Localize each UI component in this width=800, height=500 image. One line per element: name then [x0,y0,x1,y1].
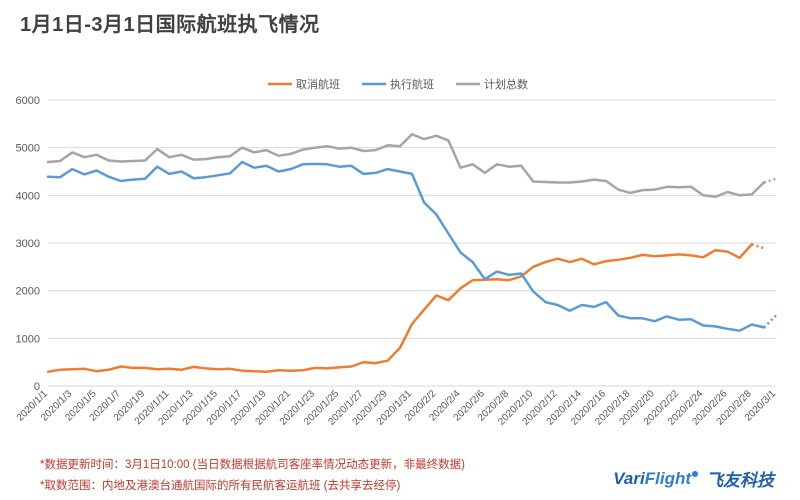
series-line-0 [46,243,753,373]
y-tick-label: 0 [34,381,40,393]
logo-dot-icon [692,470,698,477]
y-tick-label: 5000 [16,143,40,155]
series-line-1 [46,160,766,332]
series-line-2 [46,133,766,199]
legend-label-0: 取消航班 [296,77,340,91]
chart-title: 1月1日-3月1日国际航班执飞情况 [20,14,320,36]
series-forecast-0 [751,243,765,250]
logo-text-en: VariFlight [613,468,691,488]
y-tick-label: 1000 [16,333,40,345]
y-tick-label: 3000 [16,238,40,250]
y-tick-label: 6000 [16,95,40,107]
footnote-update-time: *数据更新时间：3月1日10:00 (当日数据根据航司客座率情况动态更新，非最终… [40,459,465,471]
y-tick-label: 2000 [16,286,40,298]
footnote-data-scope: *取数范围：内地及港澳台通航国际的所有民航客运航班 (去共享去经停) [40,480,401,492]
series-forecast-1 [763,314,777,329]
variflight-logo: VariFlight 飞友科技 [613,466,774,491]
series-forecast-2 [763,177,777,184]
legend-label-2: 计划总数 [484,77,528,91]
legend-label-1: 执行航班 [390,77,434,91]
y-tick-label: 4000 [16,190,40,202]
logo-text-cn: 飞友科技 [706,471,774,490]
